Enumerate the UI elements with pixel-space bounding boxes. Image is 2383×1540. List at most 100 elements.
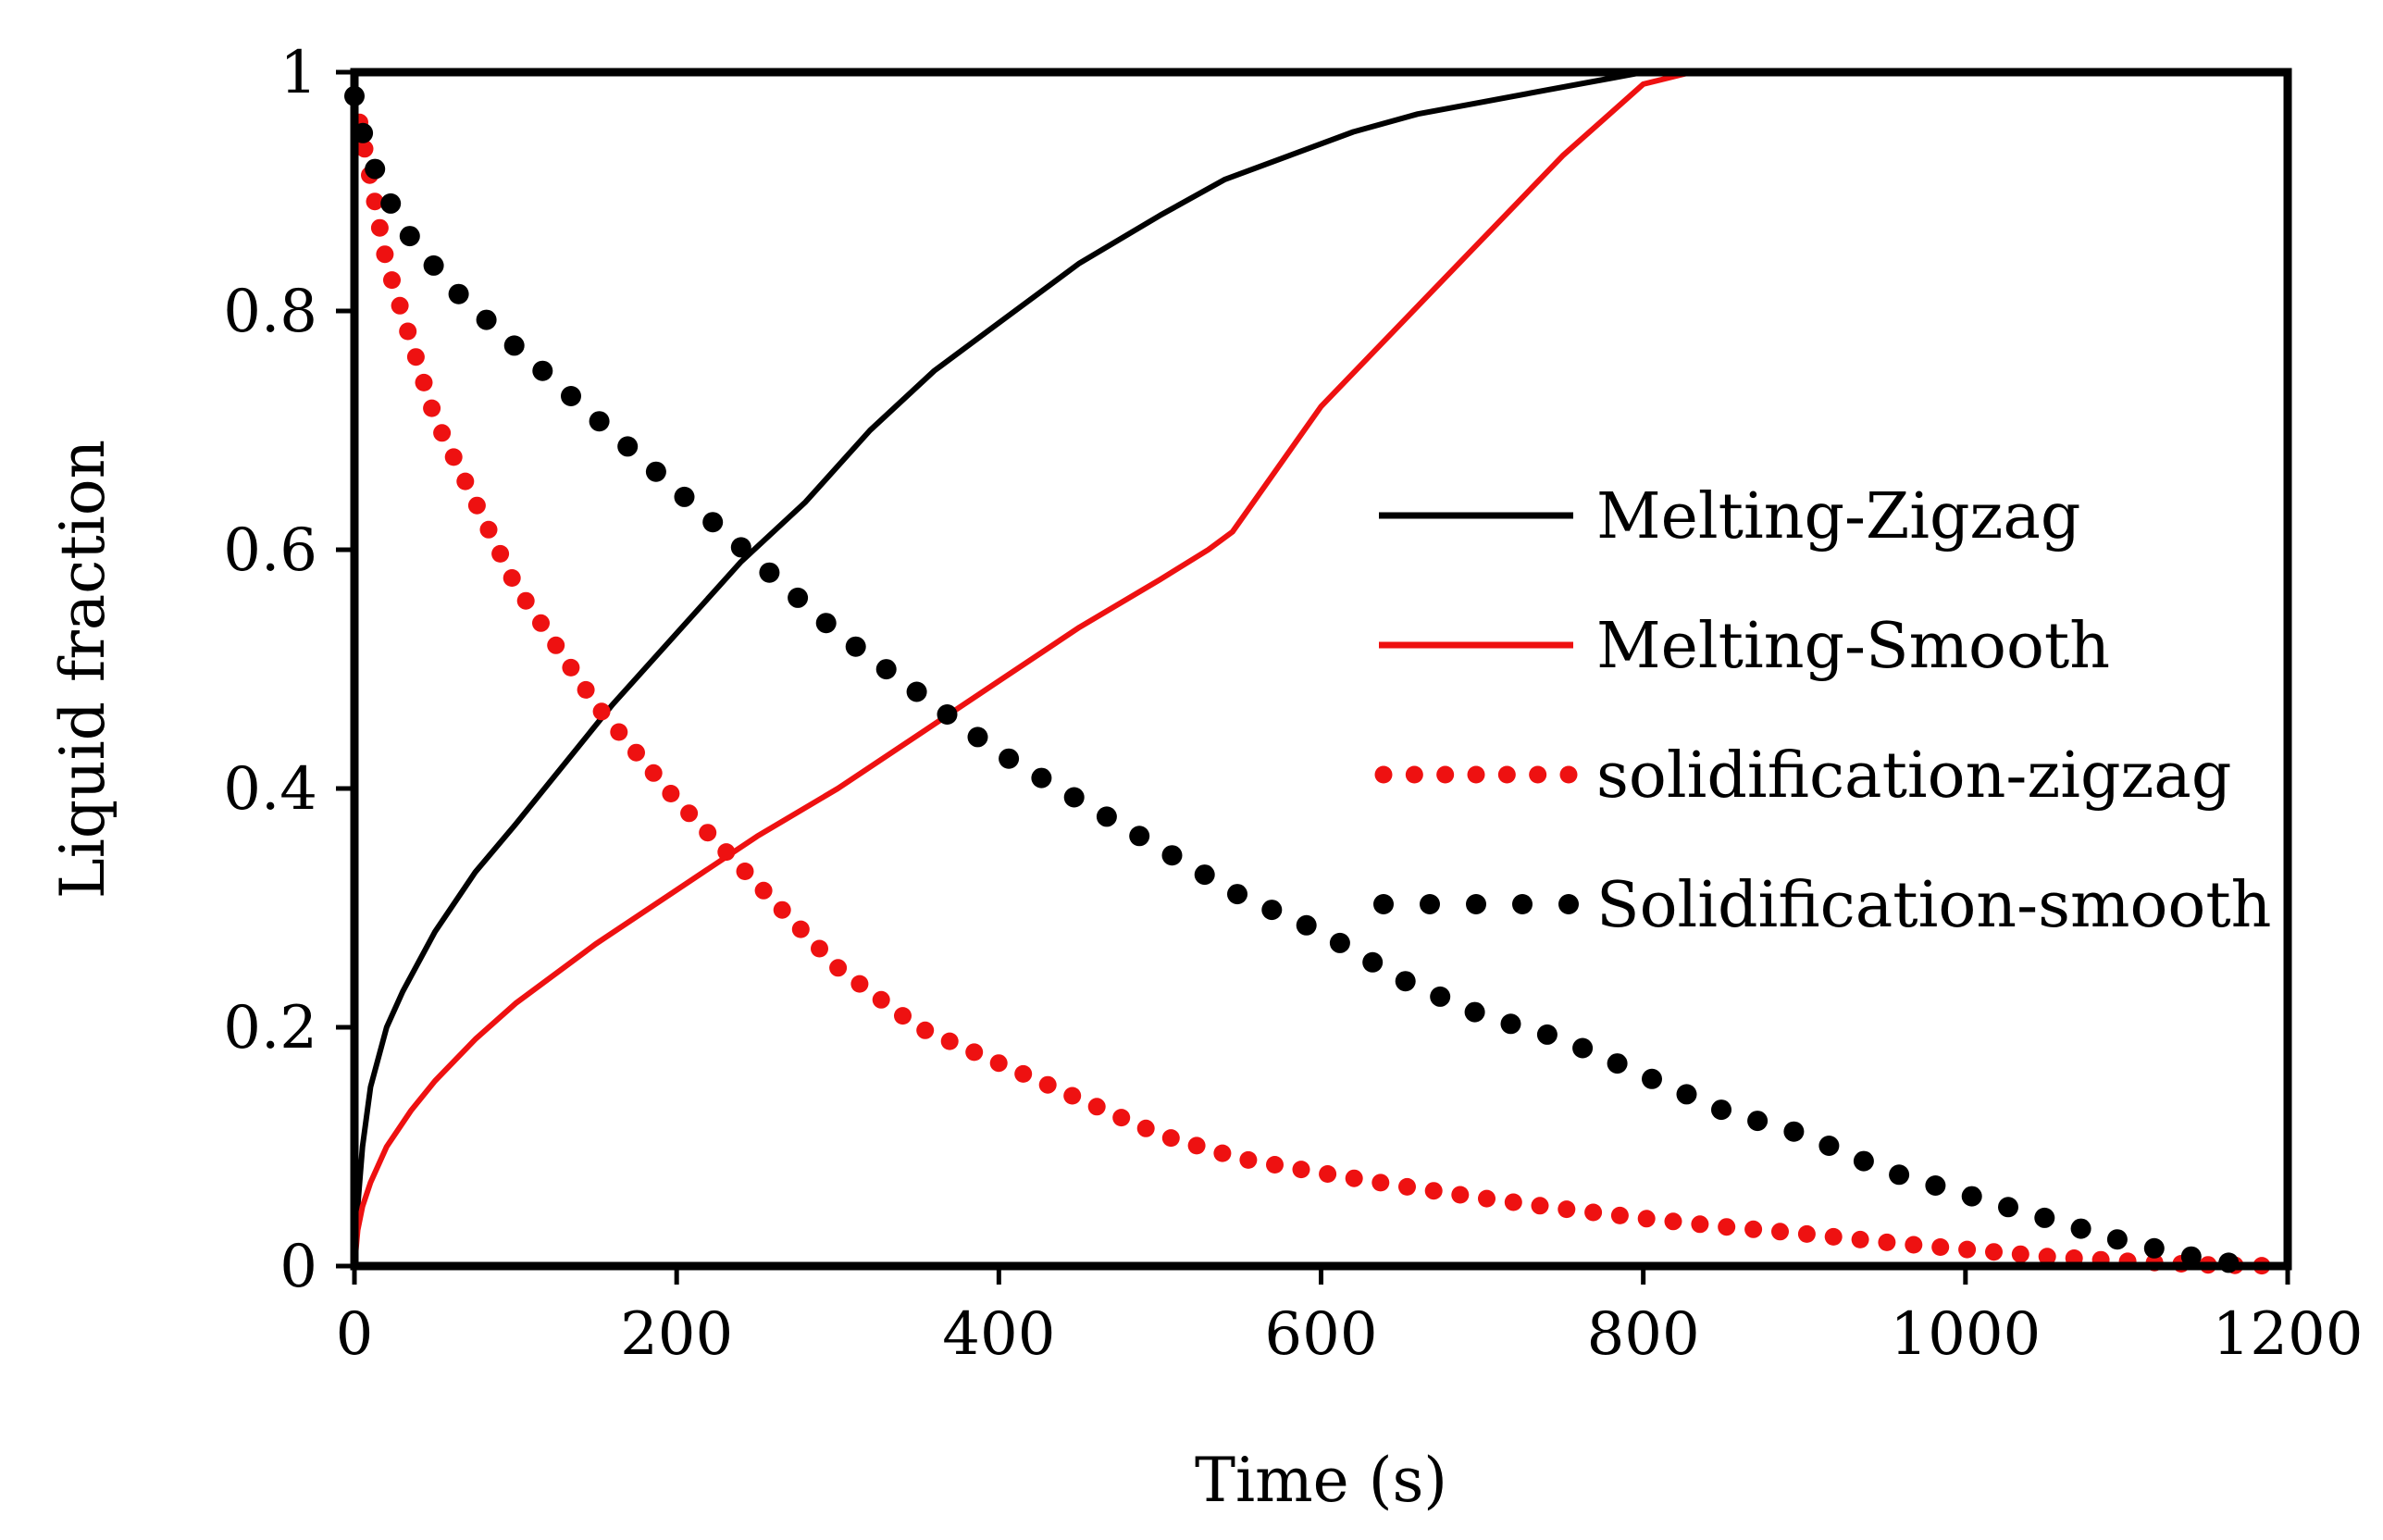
series-dot <box>399 226 420 247</box>
series-dot <box>391 296 409 315</box>
series-dot <box>815 613 837 634</box>
series-dot <box>1853 1150 1874 1172</box>
series-dot <box>1430 986 1451 1007</box>
series-dot <box>627 743 645 762</box>
series-dot <box>1818 1136 1840 1156</box>
series-dot <box>577 680 595 699</box>
series-dot <box>423 255 444 276</box>
series-dot <box>2070 1218 2091 1239</box>
series-dot <box>399 322 417 341</box>
series-dot <box>1345 1169 1363 1187</box>
series-dot <box>1038 1075 1057 1094</box>
series-dot <box>674 486 695 507</box>
series-dot <box>383 271 401 290</box>
series-dot <box>1642 1068 1662 1089</box>
series-line-melting-zigzag <box>352 69 2288 1267</box>
series-dot <box>1931 1238 1950 1256</box>
series-dot <box>850 975 869 993</box>
series-dot <box>1371 1174 1390 1192</box>
series-dot <box>456 472 475 491</box>
series-dot <box>680 804 699 823</box>
legend-swatch-dot <box>1467 765 1485 784</box>
series-dot <box>1824 1227 1843 1246</box>
legend-swatch-dot <box>1512 894 1533 914</box>
series-dot <box>1213 1144 1232 1162</box>
series-dot <box>562 658 580 677</box>
series-dot <box>645 461 666 482</box>
series-dot <box>1329 932 1350 953</box>
series-dot <box>1194 864 1215 886</box>
legend-swatch-dot <box>1373 894 1394 914</box>
series-dot <box>773 900 791 919</box>
series-dot <box>1691 1215 1709 1234</box>
series-dot <box>2143 1237 2165 1259</box>
series-dot <box>875 659 897 680</box>
series-dot <box>2038 1248 2056 1266</box>
series-dot <box>1161 845 1183 866</box>
series-dot <box>894 1007 912 1025</box>
series-dot <box>406 348 425 366</box>
series-solidification-smooth <box>344 85 2240 1273</box>
y-axis-title: Liquid fraction <box>47 440 118 899</box>
series-dot <box>1610 1206 1629 1224</box>
series-dot <box>547 636 565 654</box>
legend-swatch-dot <box>1374 765 1393 784</box>
legend-swatch-dot <box>1559 765 1578 784</box>
series-dot <box>380 192 402 214</box>
series-dot <box>1718 1218 1736 1236</box>
series-dot <box>1985 1243 2003 1261</box>
series-dot <box>791 920 810 938</box>
series-dot <box>1998 1197 2018 1218</box>
series-dot <box>1187 1136 1206 1155</box>
series-dot <box>1161 1129 1180 1148</box>
series-dot <box>1925 1175 1946 1196</box>
series-dot <box>1905 1236 1923 1254</box>
series-dot <box>699 824 717 842</box>
series-dot <box>532 614 550 632</box>
series-dot <box>1136 1119 1155 1137</box>
series-dot <box>1500 1013 1521 1035</box>
series-dot <box>1797 1224 1816 1243</box>
series-dot <box>736 863 754 880</box>
series-dot <box>1676 1084 1697 1105</box>
y-tick-label: 1 <box>279 39 317 107</box>
legend-swatch-dot <box>1529 765 1547 784</box>
series-dot <box>1063 1087 1082 1105</box>
series-dot <box>1637 1210 1656 1228</box>
series-dot <box>448 283 469 304</box>
series-dot <box>1958 1240 1977 1259</box>
series-dot <box>1239 1150 1258 1169</box>
y-tick-label: 0.8 <box>223 278 317 346</box>
series-dot <box>989 1054 1008 1073</box>
series-dot <box>1531 1197 1549 1215</box>
series-dot <box>2180 1246 2202 1267</box>
series-dot <box>1395 971 1416 992</box>
series-dot <box>845 636 866 657</box>
legend-swatch-dot <box>1420 894 1440 914</box>
series-melting-zigzag <box>352 69 2288 1267</box>
legend-label: Melting-Zigzag <box>1596 480 2080 553</box>
series-dot <box>662 785 680 802</box>
y-tick-label: 0.6 <box>223 516 317 585</box>
series-dot <box>491 544 510 563</box>
series-dot <box>1536 1024 1558 1045</box>
x-tick-label: 1200 <box>2213 1300 2364 1369</box>
series-dot <box>355 140 374 158</box>
series-dot <box>1424 1182 1443 1200</box>
series-dot <box>1558 1200 1576 1219</box>
series-dot <box>433 424 452 442</box>
legend-item-solidification-zigzag: solidification-zigzag <box>1374 739 2231 813</box>
series-dot <box>1961 1186 1982 1207</box>
x-tick-label: 0 <box>336 1300 374 1369</box>
x-tick-label: 800 <box>1587 1300 1700 1369</box>
x-tick-label: 1000 <box>1890 1300 2041 1369</box>
series-dot <box>516 591 535 610</box>
series-dot <box>532 360 553 381</box>
series-dot <box>811 939 828 958</box>
y-tick-label: 0 <box>279 1233 317 1301</box>
series-dot <box>444 448 463 466</box>
series-dot <box>476 309 497 330</box>
legend: Melting-Zigzag Melting-Smooth solidificati… <box>1373 480 2271 942</box>
series-dot <box>717 843 736 862</box>
